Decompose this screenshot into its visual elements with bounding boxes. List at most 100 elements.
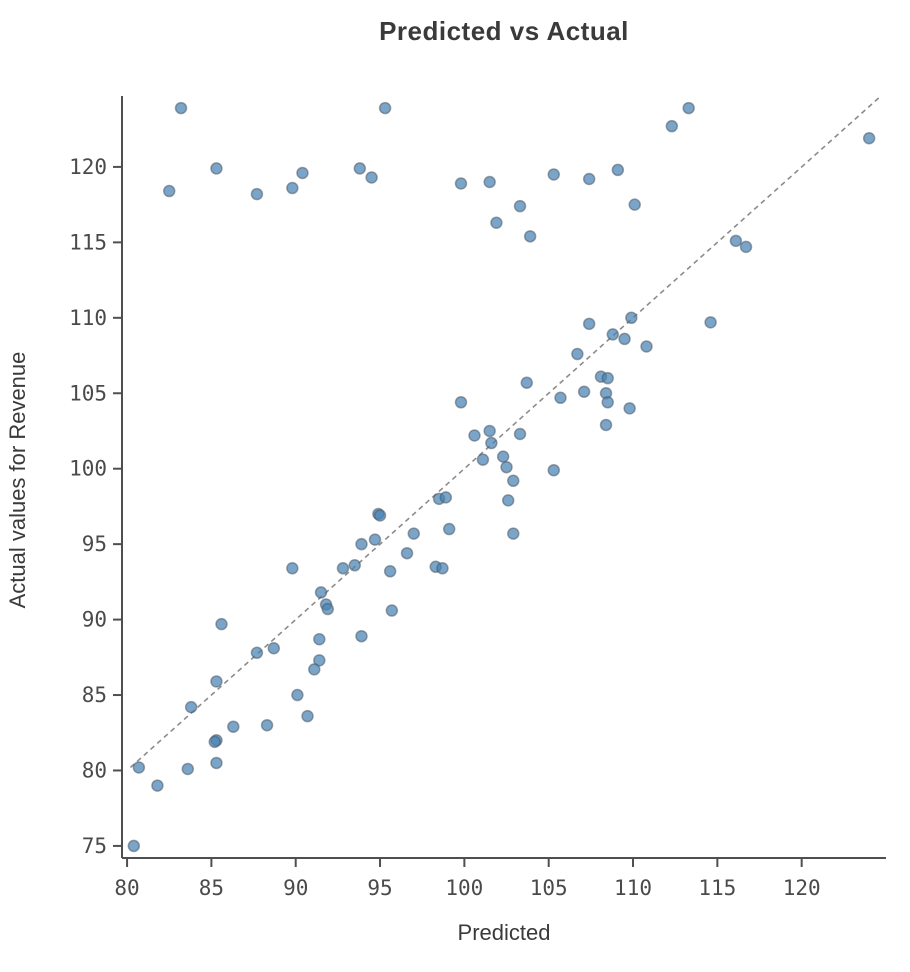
scatter-point xyxy=(628,198,641,211)
scatter-point xyxy=(739,240,753,254)
scatter-point xyxy=(682,101,695,115)
scatter-point xyxy=(314,586,328,599)
scatter-point xyxy=(373,509,387,522)
scatter-point xyxy=(400,546,414,560)
scatter-point xyxy=(507,527,520,540)
y-tick-label: 80 xyxy=(82,758,107,782)
scatter-point xyxy=(215,617,228,631)
scatter-point xyxy=(468,429,481,442)
y-tick-label: 75 xyxy=(82,834,107,858)
x-tick-label: 90 xyxy=(283,876,308,900)
scatter-point xyxy=(547,168,561,181)
scatter-point xyxy=(353,162,367,175)
scatter-point xyxy=(336,562,350,575)
scatter-point xyxy=(571,347,584,361)
scatter-point xyxy=(291,688,304,702)
scatter-point xyxy=(184,700,198,714)
y-tick-label: 120 xyxy=(69,155,107,179)
y-tick-label: 100 xyxy=(69,457,107,481)
scatter-point xyxy=(250,187,264,201)
scatter-point xyxy=(582,317,596,331)
scatter-point xyxy=(210,162,223,175)
y-tick-label: 90 xyxy=(82,608,107,632)
scatter-point xyxy=(601,396,614,409)
x-tick-label: 85 xyxy=(199,876,224,900)
x-axis-label: Predicted xyxy=(457,920,551,945)
scatter-point xyxy=(513,199,527,213)
scatter-point xyxy=(368,533,382,546)
scatter-point xyxy=(151,779,164,792)
scatter-point xyxy=(162,184,176,198)
scatter-point xyxy=(862,131,876,145)
scatter-point xyxy=(507,474,520,488)
scatter-point xyxy=(554,391,567,405)
scatter-point xyxy=(348,559,361,572)
scatter-point xyxy=(599,418,613,432)
scatter-point xyxy=(547,463,561,477)
scatter-point xyxy=(582,172,596,186)
x-tick-label: 105 xyxy=(530,876,568,900)
scatter-point xyxy=(355,537,368,551)
scatter-point xyxy=(378,101,392,115)
identity-line xyxy=(129,96,880,769)
scatter-point xyxy=(174,101,188,115)
x-tick-label: 115 xyxy=(698,876,736,900)
scatter-point xyxy=(501,494,515,507)
scatter-point xyxy=(286,181,299,195)
scatter-point xyxy=(127,839,141,853)
scatter-point xyxy=(210,756,223,770)
x-tick-label: 110 xyxy=(614,876,652,900)
x-tick-label: 80 xyxy=(114,876,139,900)
scatter-point xyxy=(454,396,468,409)
y-tick-label: 115 xyxy=(69,230,107,254)
scatter-point xyxy=(623,402,636,415)
scatter-point xyxy=(523,230,537,243)
y-tick-label: 105 xyxy=(69,381,107,405)
scatter-point xyxy=(577,385,591,398)
scatter-point xyxy=(296,166,309,180)
scatter-point xyxy=(181,762,195,776)
scatter-point xyxy=(665,119,679,133)
y-tick-label: 110 xyxy=(69,306,107,330)
scatter-point xyxy=(513,427,527,441)
scatter-point xyxy=(520,376,534,389)
y-tick-label: 95 xyxy=(82,532,107,556)
scatter-point xyxy=(210,675,223,688)
scatter-point xyxy=(132,761,146,774)
scatter-point xyxy=(407,527,421,540)
scatter-point xyxy=(454,177,468,190)
scatter-point xyxy=(313,632,326,646)
y-axis-label: Actual values for Revenue xyxy=(5,351,30,609)
scatter-point xyxy=(500,460,513,474)
scatter-point xyxy=(208,735,222,749)
scatter-point xyxy=(267,642,281,655)
scatter-point xyxy=(476,453,490,466)
scatter-point xyxy=(625,311,638,325)
scatter-point xyxy=(640,340,653,353)
scatter-point xyxy=(485,436,498,450)
scatter-point xyxy=(383,565,397,578)
x-tick-label: 100 xyxy=(445,876,483,900)
scatter-point xyxy=(260,718,274,732)
scatter-point xyxy=(611,163,625,177)
chart-title: Predicted vs Actual xyxy=(379,16,629,46)
scatter-point xyxy=(321,602,335,616)
scatter-point xyxy=(365,171,378,184)
scatter-point xyxy=(490,216,503,229)
scatter-point xyxy=(601,371,614,385)
scatter-point xyxy=(496,450,510,463)
scatter-point xyxy=(729,234,743,248)
scatter-point xyxy=(606,328,620,341)
scatter-point xyxy=(385,604,399,617)
x-tick-label: 95 xyxy=(367,876,392,900)
scatter-point xyxy=(355,629,368,643)
scatter-point xyxy=(227,720,240,733)
scatter-point xyxy=(250,646,264,660)
scatter-point xyxy=(436,562,449,575)
x-tick-label: 120 xyxy=(783,876,821,900)
y-tick-label: 85 xyxy=(82,683,107,707)
scatter-point xyxy=(308,663,321,676)
scatter-point xyxy=(286,562,299,575)
